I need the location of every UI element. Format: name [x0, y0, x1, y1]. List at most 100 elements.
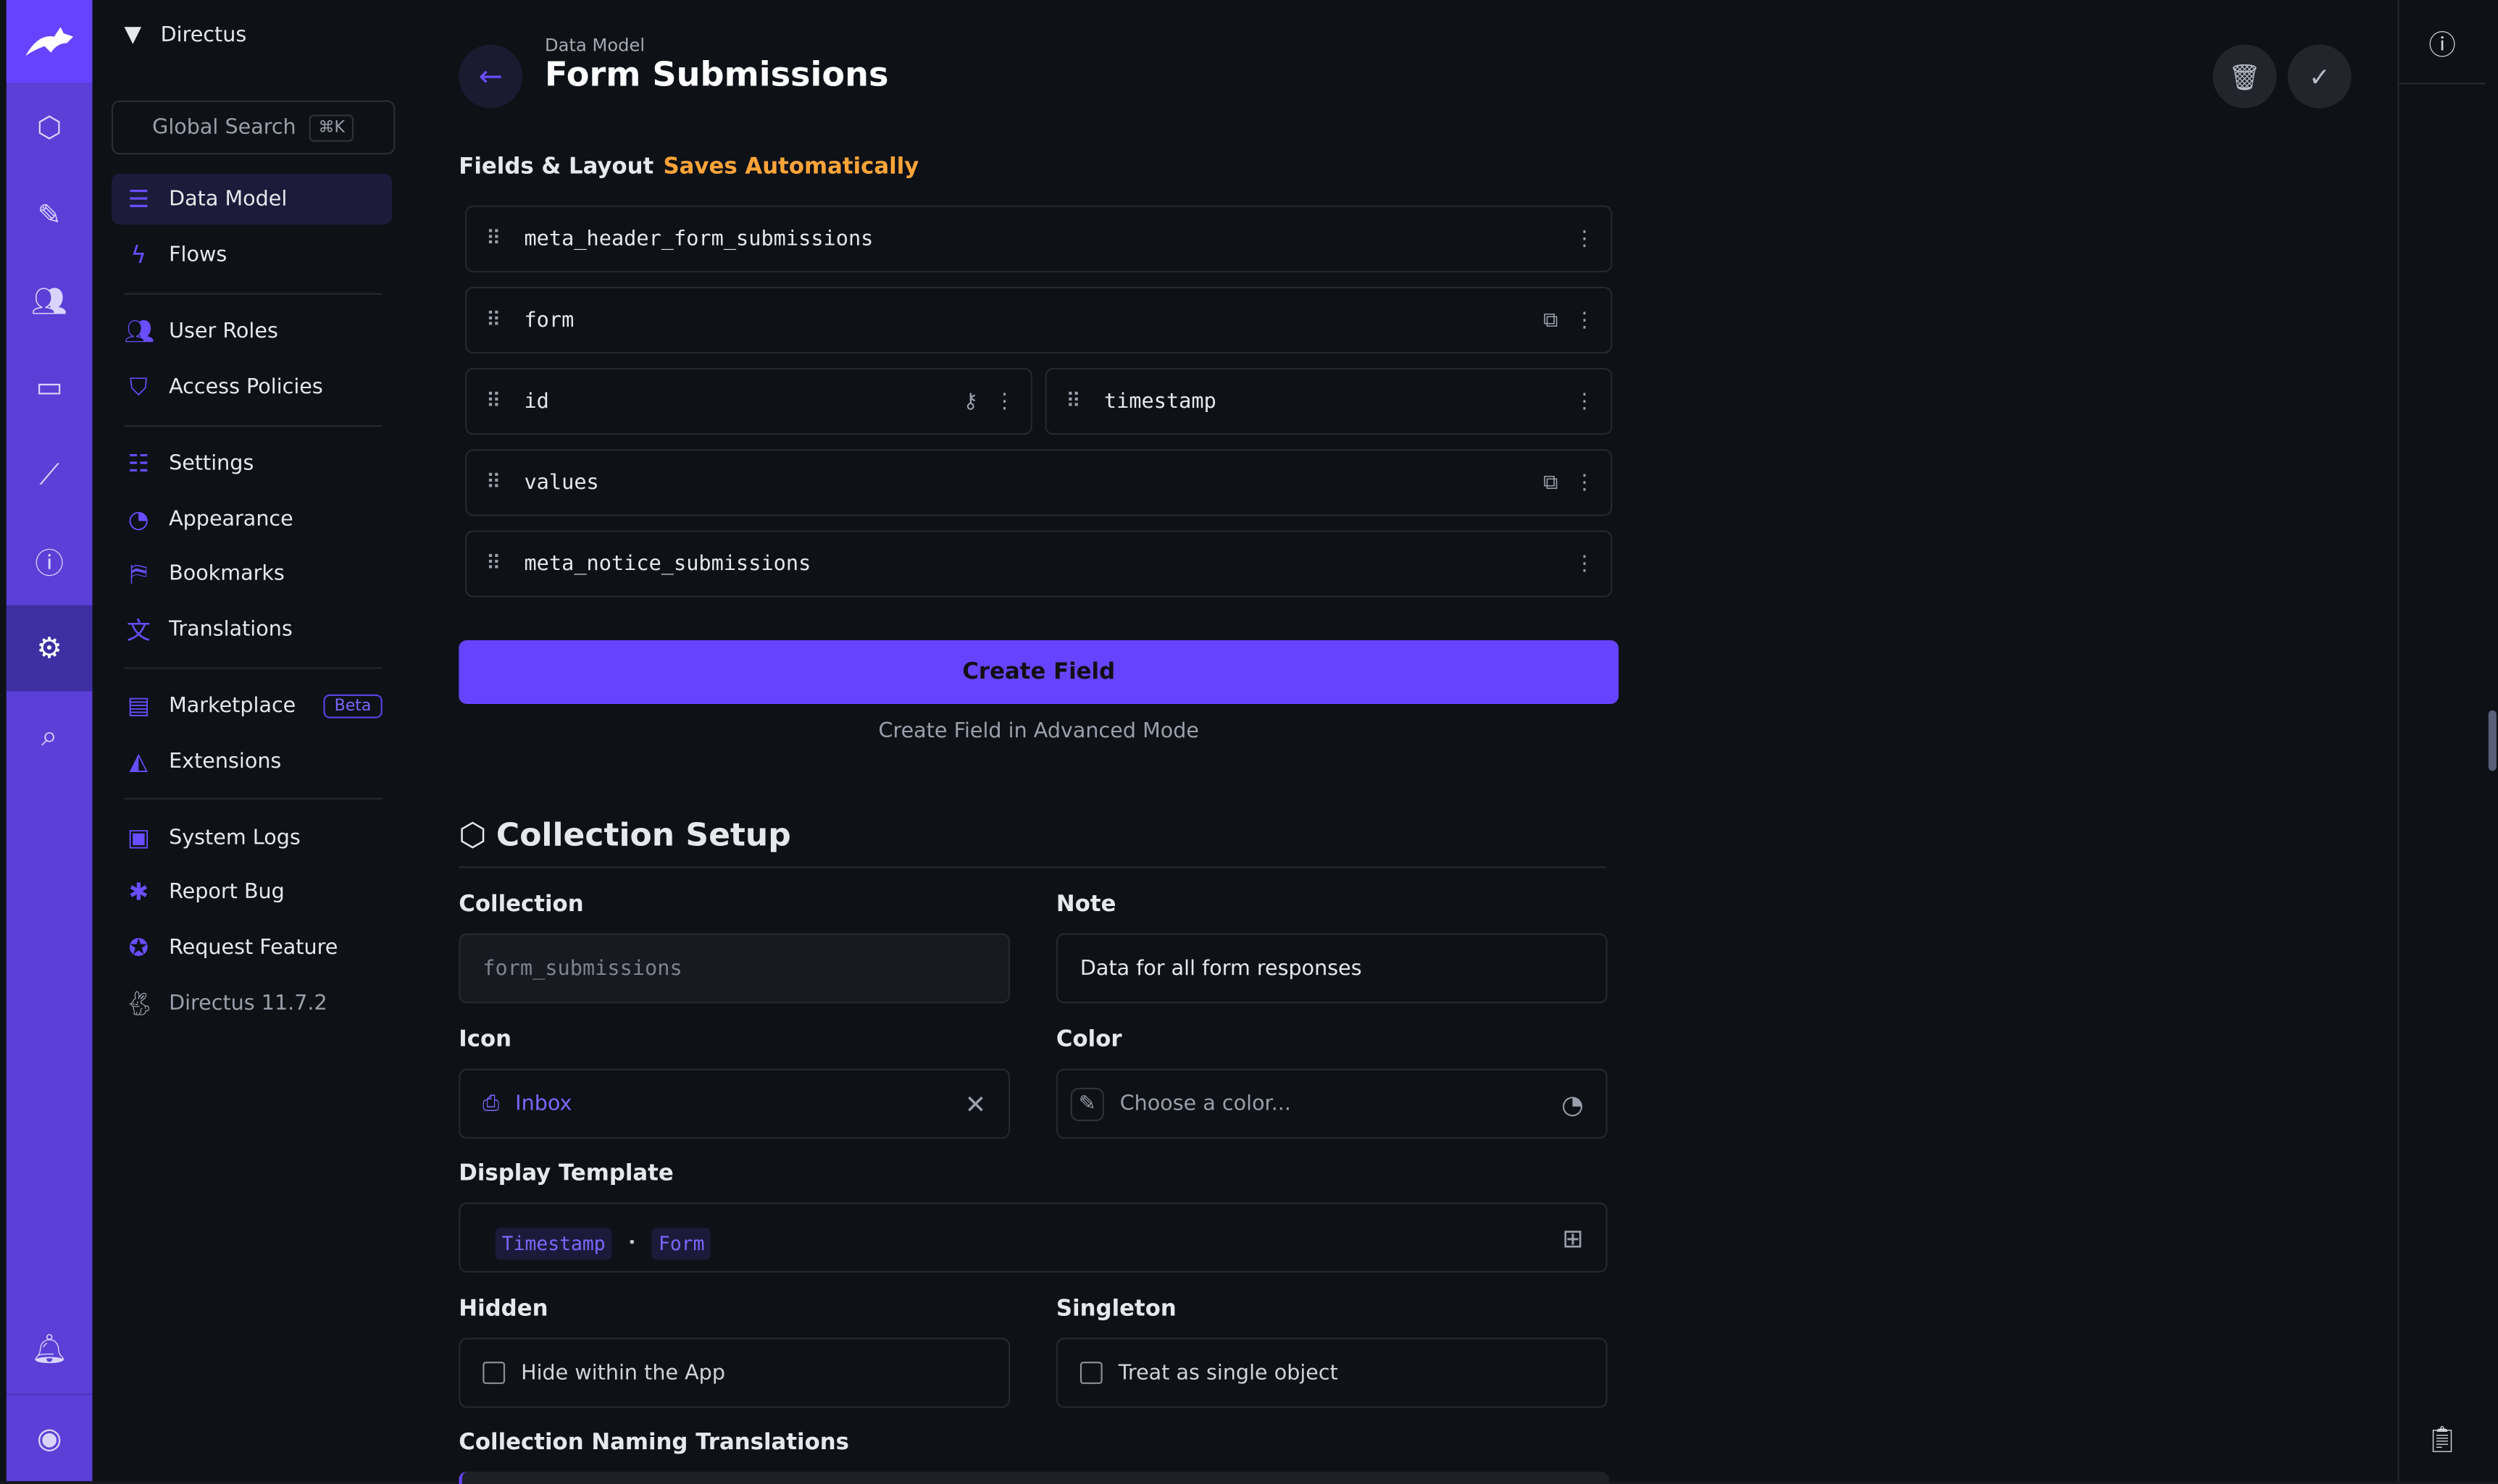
note-label: Note [1056, 892, 1116, 918]
nav-item-data-model[interactable]: ☰ Data Model [111, 173, 392, 225]
clipboard-history-icon[interactable]: 📋︎ [2426, 1422, 2459, 1454]
edit-icon[interactable]: ✎ [37, 198, 62, 232]
nav-label: Appearance [169, 507, 293, 532]
field-name: id [524, 389, 549, 414]
directus-logo[interactable] [6, 0, 93, 83]
nav-item-settings[interactable]: ☷ Settings [112, 438, 392, 489]
delete-button[interactable]: 🗑︎ [2213, 44, 2277, 109]
field-name: meta_notice_submissions [524, 551, 811, 576]
more-vertical-icon[interactable]: ⋮ [994, 389, 1015, 414]
collection-label: Collection [459, 892, 584, 918]
more-vertical-icon[interactable]: ⋮ [1574, 470, 1595, 495]
create-field-advanced-link[interactable]: Create Field in Advanced Mode [878, 719, 1199, 744]
scrollbar[interactable] [2488, 710, 2497, 771]
drag-handle-icon[interactable]: ⠿ [485, 551, 501, 576]
project-logo-icon: ▼ [124, 22, 142, 48]
bell-icon[interactable]: 🔔︎ [31, 1332, 68, 1366]
global-search[interactable]: Global Search ⌘K [111, 100, 396, 155]
nav-item-request-feature[interactable]: ✪ Request Feature [112, 922, 392, 973]
key-icon: ⚷ [963, 389, 979, 414]
nav-item-access-policies[interactable]: ⛉ Access Policies [112, 361, 392, 412]
note-input[interactable]: Data for all form responses [1056, 933, 1608, 1004]
field-row[interactable]: ⠿ id ⚷ ⋮ [465, 367, 1032, 435]
cube-icon[interactable]: ⬡ [36, 110, 62, 145]
hidden-checkbox[interactable]: Hide within the App [459, 1338, 1011, 1408]
template-token[interactable]: Form [652, 1228, 711, 1260]
drag-handle-icon[interactable]: ⠿ [485, 308, 501, 332]
account-icon[interactable]: ◉ [6, 1393, 93, 1481]
color-label: Color [1056, 1027, 1122, 1053]
drag-handle-icon[interactable]: ⠿ [485, 389, 501, 414]
more-vertical-icon[interactable]: ⋮ [1574, 551, 1595, 576]
inbox-icon: ⎙ [483, 1091, 500, 1116]
drag-handle-icon[interactable]: ⠿ [1066, 389, 1081, 414]
icon-label: Icon [459, 1027, 512, 1053]
save-button[interactable]: ✓ [2287, 44, 2352, 109]
section-title: Collection Setup [496, 815, 791, 854]
store-icon: ▤ [127, 691, 150, 720]
folder-icon[interactable]: ▭ [35, 370, 63, 404]
field-row[interactable]: ⠿ meta_header_form_submissions ⋮ [465, 205, 1613, 273]
create-field-button[interactable]: Create Field [459, 640, 1619, 704]
open-in-new-icon[interactable]: ⧉ [1543, 308, 1558, 332]
nav-item-marketplace[interactable]: ▤ Marketplace Beta [112, 680, 392, 731]
field-row[interactable]: ⠿ form ⧉ ⋮ [465, 286, 1613, 354]
nav-label: Settings [169, 451, 254, 476]
nav-label: Extensions [169, 749, 282, 774]
palette-icon[interactable]: ◔ [1561, 1089, 1584, 1119]
nav-item-flows[interactable]: ϟ Flows [112, 230, 392, 280]
icon-value: Inbox [515, 1091, 572, 1116]
hidden-text: Hide within the App [521, 1361, 725, 1386]
drag-handle-icon[interactable]: ⠿ [485, 227, 501, 251]
color-input[interactable]: ✎ Choose a color... ◔ [1056, 1068, 1608, 1139]
note-value: Data for all form responses [1079, 956, 1362, 981]
more-vertical-icon[interactable]: ⋮ [1574, 389, 1595, 414]
field-name: values [524, 470, 599, 495]
nav-item-appearance[interactable]: ◔ Appearance [112, 494, 392, 545]
nav-item-translations[interactable]: 文 Translations [112, 603, 392, 654]
info-icon[interactable]: ⓘ [2399, 0, 2486, 85]
singleton-checkbox[interactable]: Treat as single object [1056, 1338, 1608, 1408]
drag-handle-icon[interactable]: ⠿ [485, 470, 501, 495]
back-button[interactable]: ← [459, 44, 523, 109]
checkbox-icon[interactable] [1079, 1362, 1103, 1384]
field-row[interactable]: ⠿ values ⧉ ⋮ [465, 449, 1613, 516]
breadcrumb[interactable]: Data Model [545, 35, 646, 56]
field-row[interactable]: ⠿ meta_notice_submissions ⋮ [465, 530, 1613, 598]
nav-item-system-logs[interactable]: ▣ System Logs [112, 812, 392, 863]
divider [124, 667, 383, 669]
hidden-label: Hidden [459, 1296, 548, 1322]
more-vertical-icon[interactable]: ⋮ [1574, 308, 1595, 332]
field-row[interactable]: ⠿ timestamp ⋮ [1045, 367, 1613, 435]
users-icon: 👥︎ [124, 316, 155, 346]
settings-icon[interactable]: ⚙ [6, 605, 93, 692]
nav-item-bookmarks[interactable]: ⛿ Bookmarks [112, 548, 392, 598]
database-icon: ☰ [128, 185, 150, 214]
field-name: timestamp [1103, 389, 1216, 414]
display-template-input[interactable]: Timestamp • Form ⊞ [459, 1202, 1608, 1273]
add-box-icon[interactable]: ⊞ [1562, 1222, 1584, 1253]
nav-item-user-roles[interactable]: 👥︎ User Roles [112, 306, 392, 356]
help-icon[interactable]: ⓘ [35, 548, 64, 582]
divider [124, 425, 383, 427]
open-in-new-icon[interactable]: ⧉ [1543, 470, 1558, 495]
trash-icon: 🗑︎ [2228, 61, 2261, 92]
nav-item-extensions[interactable]: ◭ Extensions [112, 736, 392, 787]
divider [124, 293, 383, 295]
version-link[interactable]: 🐇︎ Directus 11.7.2 [112, 978, 392, 1028]
close-icon[interactable]: ✕ [964, 1089, 987, 1119]
template-token[interactable]: Timestamp [495, 1228, 612, 1260]
eyedropper-icon[interactable]: ✎ [1070, 1086, 1104, 1120]
checkbox-icon[interactable] [483, 1362, 506, 1384]
nav-item-report-bug[interactable]: ✱ Report Bug [112, 866, 392, 917]
icon-select[interactable]: ⎙ Inbox ✕ [459, 1068, 1011, 1139]
sidebar-panel: ⓘ 📋︎ [2397, 0, 2486, 1482]
insights-icon[interactable]: ⟋ [39, 458, 60, 492]
search-icon[interactable]: ⌕ [41, 718, 58, 753]
users-icon[interactable]: 👥︎ [31, 284, 68, 318]
more-vertical-icon[interactable]: ⋮ [1574, 227, 1595, 251]
project-header[interactable]: ▼ Directus [125, 22, 247, 48]
translations-list[interactable] [459, 1471, 1609, 1484]
